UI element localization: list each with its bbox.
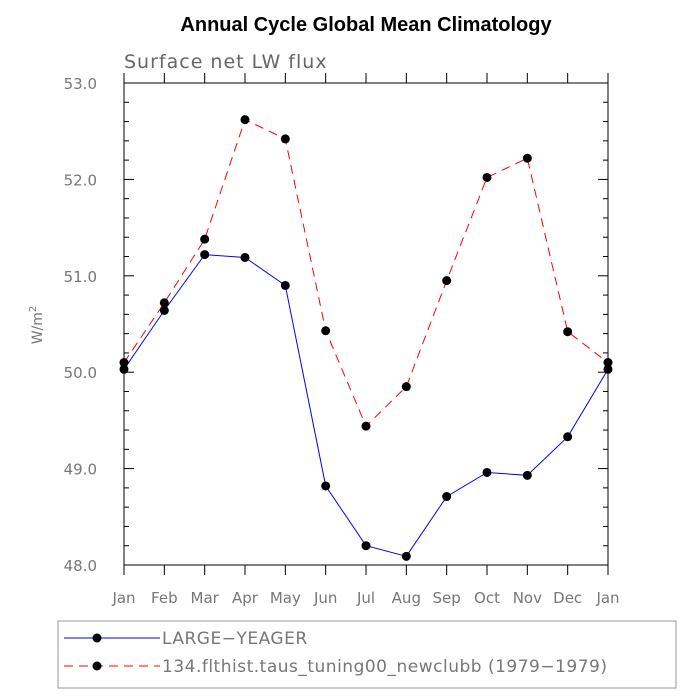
series-1-point bbox=[482, 172, 492, 182]
legend-marker-large-yeager bbox=[92, 633, 102, 643]
series-1-point bbox=[200, 234, 210, 244]
x-tick-label: May bbox=[270, 589, 301, 607]
plot-area bbox=[119, 115, 613, 561]
series-0-point bbox=[401, 551, 411, 561]
x-tick-label: Jul bbox=[356, 589, 375, 607]
y-tick-label: 48.0 bbox=[64, 557, 97, 575]
x-tick-label: Oct bbox=[474, 589, 500, 607]
series-1-point bbox=[280, 134, 290, 144]
y-axis-label: W/m2 bbox=[28, 306, 46, 345]
x-tick-label: Aug bbox=[392, 589, 421, 607]
series-1-point bbox=[603, 358, 613, 368]
series-0-point bbox=[200, 250, 210, 260]
series-0-point bbox=[280, 280, 290, 290]
x-tick-label: Mar bbox=[191, 589, 220, 607]
x-tick-label: Dec bbox=[553, 589, 582, 607]
series-0-point bbox=[563, 432, 573, 442]
legend-box bbox=[57, 620, 677, 689]
series-line-1 bbox=[123, 118, 609, 428]
y-tick-label: 51.0 bbox=[64, 268, 97, 286]
series-1-point bbox=[522, 153, 532, 163]
series-line-0 bbox=[123, 254, 609, 557]
series-0-point bbox=[159, 306, 169, 316]
chart-subtitle: Surface net LW flux bbox=[124, 51, 328, 73]
plot-frame bbox=[123, 82, 609, 566]
x-tick-label: Jan bbox=[595, 589, 619, 607]
x-tick-label: Sep bbox=[433, 589, 461, 607]
axes: 48.0 49.0 50.0 51.0 52.0 53.0 Jan Feb Mar Apr May J… bbox=[64, 73, 620, 607]
series-0-point bbox=[522, 470, 532, 480]
y-tick-label: 50.0 bbox=[64, 364, 97, 382]
series-1-point bbox=[240, 115, 250, 125]
series-0-point bbox=[119, 364, 129, 374]
legend: LARGE−YEAGER 134.flthist.taus_tuning00_n… bbox=[57, 620, 677, 689]
series-1-point bbox=[361, 421, 371, 431]
x-tick-label: Nov bbox=[513, 589, 542, 607]
series-1-point bbox=[159, 298, 169, 308]
series-0-point bbox=[240, 252, 250, 262]
series-1-point bbox=[563, 327, 573, 337]
series-1-point bbox=[119, 358, 129, 368]
series-0-point bbox=[603, 364, 613, 374]
x-tick-label: Feb bbox=[151, 589, 178, 607]
series-0-point bbox=[361, 541, 371, 551]
x-tick-label: Jun bbox=[313, 589, 337, 607]
y-tick-label: 53.0 bbox=[64, 75, 97, 93]
legend-marker-flthist bbox=[92, 661, 102, 671]
series-0-point bbox=[321, 481, 331, 491]
series-1-point bbox=[442, 276, 452, 286]
y-tick-label: 52.0 bbox=[64, 171, 97, 189]
chart-title: Annual Cycle Global Mean Climatology bbox=[180, 14, 552, 36]
series-0-point bbox=[442, 492, 452, 502]
x-tick-label: Apr bbox=[232, 589, 259, 607]
legend-label-large-yeager: LARGE−YEAGER bbox=[162, 629, 308, 649]
series-1-point bbox=[401, 382, 411, 392]
x-tick-label: Jan bbox=[111, 589, 135, 607]
series-0-point bbox=[482, 467, 492, 477]
legend-label-flthist: 134.flthist.taus_tuning00_newclubb (1979… bbox=[162, 657, 608, 677]
series-1-point bbox=[321, 326, 331, 336]
y-tick-label: 49.0 bbox=[64, 461, 97, 479]
